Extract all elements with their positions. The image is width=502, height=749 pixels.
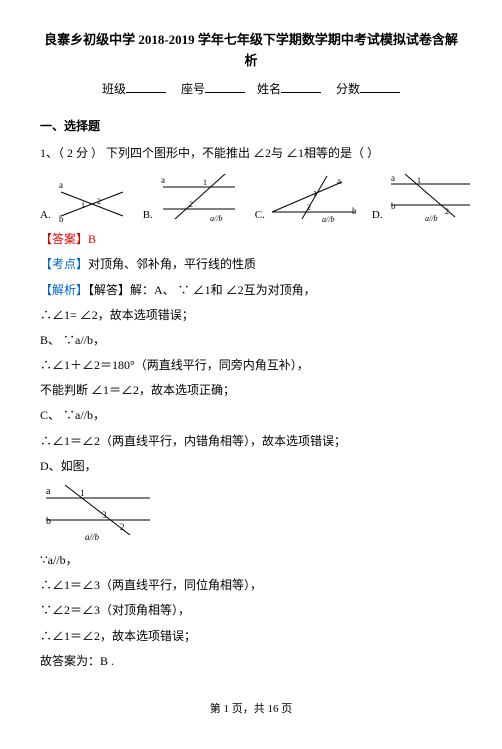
- name-blank: [281, 80, 321, 93]
- section-1-head: 一、选择题: [40, 117, 462, 136]
- figure-c: a b 1 2 a//b: [267, 174, 362, 224]
- step-6: ∴∠1＝∠2（两直线平行，内错角相等），故本选项错误；: [40, 432, 462, 451]
- svg-text:a//b: a//b: [322, 215, 334, 224]
- choice-a-label: A.: [40, 207, 51, 225]
- figure-b: a 1 2 a//b: [155, 169, 245, 224]
- svg-text:a: a: [59, 180, 63, 190]
- question-1-stem: 1、（ 2 分 ） 下列四个图形中，不能推出 ∠2与 ∠1相等的是（ ）: [40, 144, 462, 163]
- point-block: 【考点】对顶角、邻补角，平行线的性质: [40, 255, 462, 274]
- student-info: 班级 座号 姓名 分数: [40, 80, 462, 99]
- choice-b: B. a 1 2 a//b: [143, 169, 245, 224]
- analysis-label: 【解析】: [40, 283, 88, 297]
- answer-value: B: [88, 232, 96, 246]
- step-4: 不能判断 ∠1＝∠2，故本选项正确；: [40, 381, 462, 400]
- exam-title: 良寨乡初级中学 2018-2019 学年七年级下学期数学期中考试模拟试卷含解析: [40, 30, 462, 72]
- svg-text:2: 2: [97, 197, 101, 206]
- analysis-intro: 【解析】【解答】解：A、 ∵ ∠1和 ∠2互为对顶角，: [40, 281, 462, 300]
- answer-label: 【答案】: [40, 232, 88, 246]
- svg-text:a: a: [161, 175, 165, 185]
- svg-text:1: 1: [81, 201, 85, 210]
- svg-text:2: 2: [307, 203, 311, 212]
- name-label: 姓名: [257, 82, 281, 96]
- choice-d-label: D.: [372, 207, 383, 225]
- figure-a: a b 1 2: [53, 174, 133, 224]
- choice-c-label: C.: [255, 207, 265, 225]
- point-text: 对顶角、邻补角，平行线的性质: [88, 257, 256, 271]
- score-label: 分数: [336, 82, 360, 96]
- class-label: 班级: [102, 82, 126, 96]
- step-5: C、 ∵a//b，: [40, 406, 462, 425]
- step-7: D、如图，: [40, 457, 462, 476]
- choice-a: A. a b 1 2: [40, 174, 133, 224]
- svg-text:a//b: a//b: [425, 214, 437, 223]
- step-11: ∴∠1＝∠2，故本选项错误；: [40, 627, 462, 646]
- analysis-pre: 【解答】解：A、 ∵ ∠1和 ∠2互为对顶角，: [88, 283, 316, 297]
- score-blank: [360, 80, 400, 93]
- step-9: ∴∠1＝∠3（两直线平行，同位角相等），: [40, 576, 462, 595]
- svg-text:1: 1: [203, 178, 207, 187]
- svg-text:1: 1: [80, 488, 85, 498]
- svg-text:2: 2: [189, 200, 193, 209]
- svg-text:3: 3: [102, 510, 107, 520]
- svg-text:2: 2: [445, 207, 449, 216]
- svg-text:a: a: [46, 486, 51, 497]
- svg-text:2: 2: [120, 522, 125, 532]
- step-12: 故答案为：B .: [40, 652, 462, 671]
- step-10: ∵∠2＝∠3（对顶角相等），: [40, 601, 462, 620]
- seat-label: 座号: [181, 82, 205, 96]
- step-1: ∴∠1= ∠2，故本选项错误；: [40, 306, 462, 325]
- figure-d: a b 1 2 a//b: [385, 169, 480, 224]
- question-1-choices: A. a b 1 2 B. a 1 2 a//b C. a b: [40, 169, 462, 224]
- svg-text:b: b: [46, 516, 51, 527]
- answer-block: 【答案】B: [40, 230, 462, 249]
- class-blank: [126, 80, 166, 93]
- choice-b-label: B.: [143, 207, 153, 225]
- page-footer: 第 1 页，共 16 页: [40, 701, 462, 719]
- svg-text:a//b: a//b: [210, 214, 222, 223]
- step-8: ∵a//b，: [40, 551, 462, 570]
- svg-text:b: b: [352, 206, 357, 216]
- svg-text:1: 1: [417, 176, 421, 185]
- figure-d-redrawn: a b 1 3 2 a//b: [40, 480, 462, 545]
- choice-c: C. a b 1 2 a//b: [255, 174, 362, 224]
- point-label: 【考点】: [40, 257, 88, 271]
- svg-text:a: a: [391, 173, 395, 183]
- svg-text:1: 1: [313, 189, 317, 198]
- step-3: ∴∠1＋∠2＝180°（两直线平行，同旁内角互补），: [40, 356, 462, 375]
- step-2: B、 ∵a//b，: [40, 331, 462, 350]
- choice-d: D. a b 1 2 a//b: [372, 169, 480, 224]
- svg-text:b: b: [391, 201, 396, 211]
- svg-text:a//b: a//b: [85, 532, 100, 542]
- svg-text:a: a: [337, 176, 341, 186]
- seat-blank: [205, 80, 245, 93]
